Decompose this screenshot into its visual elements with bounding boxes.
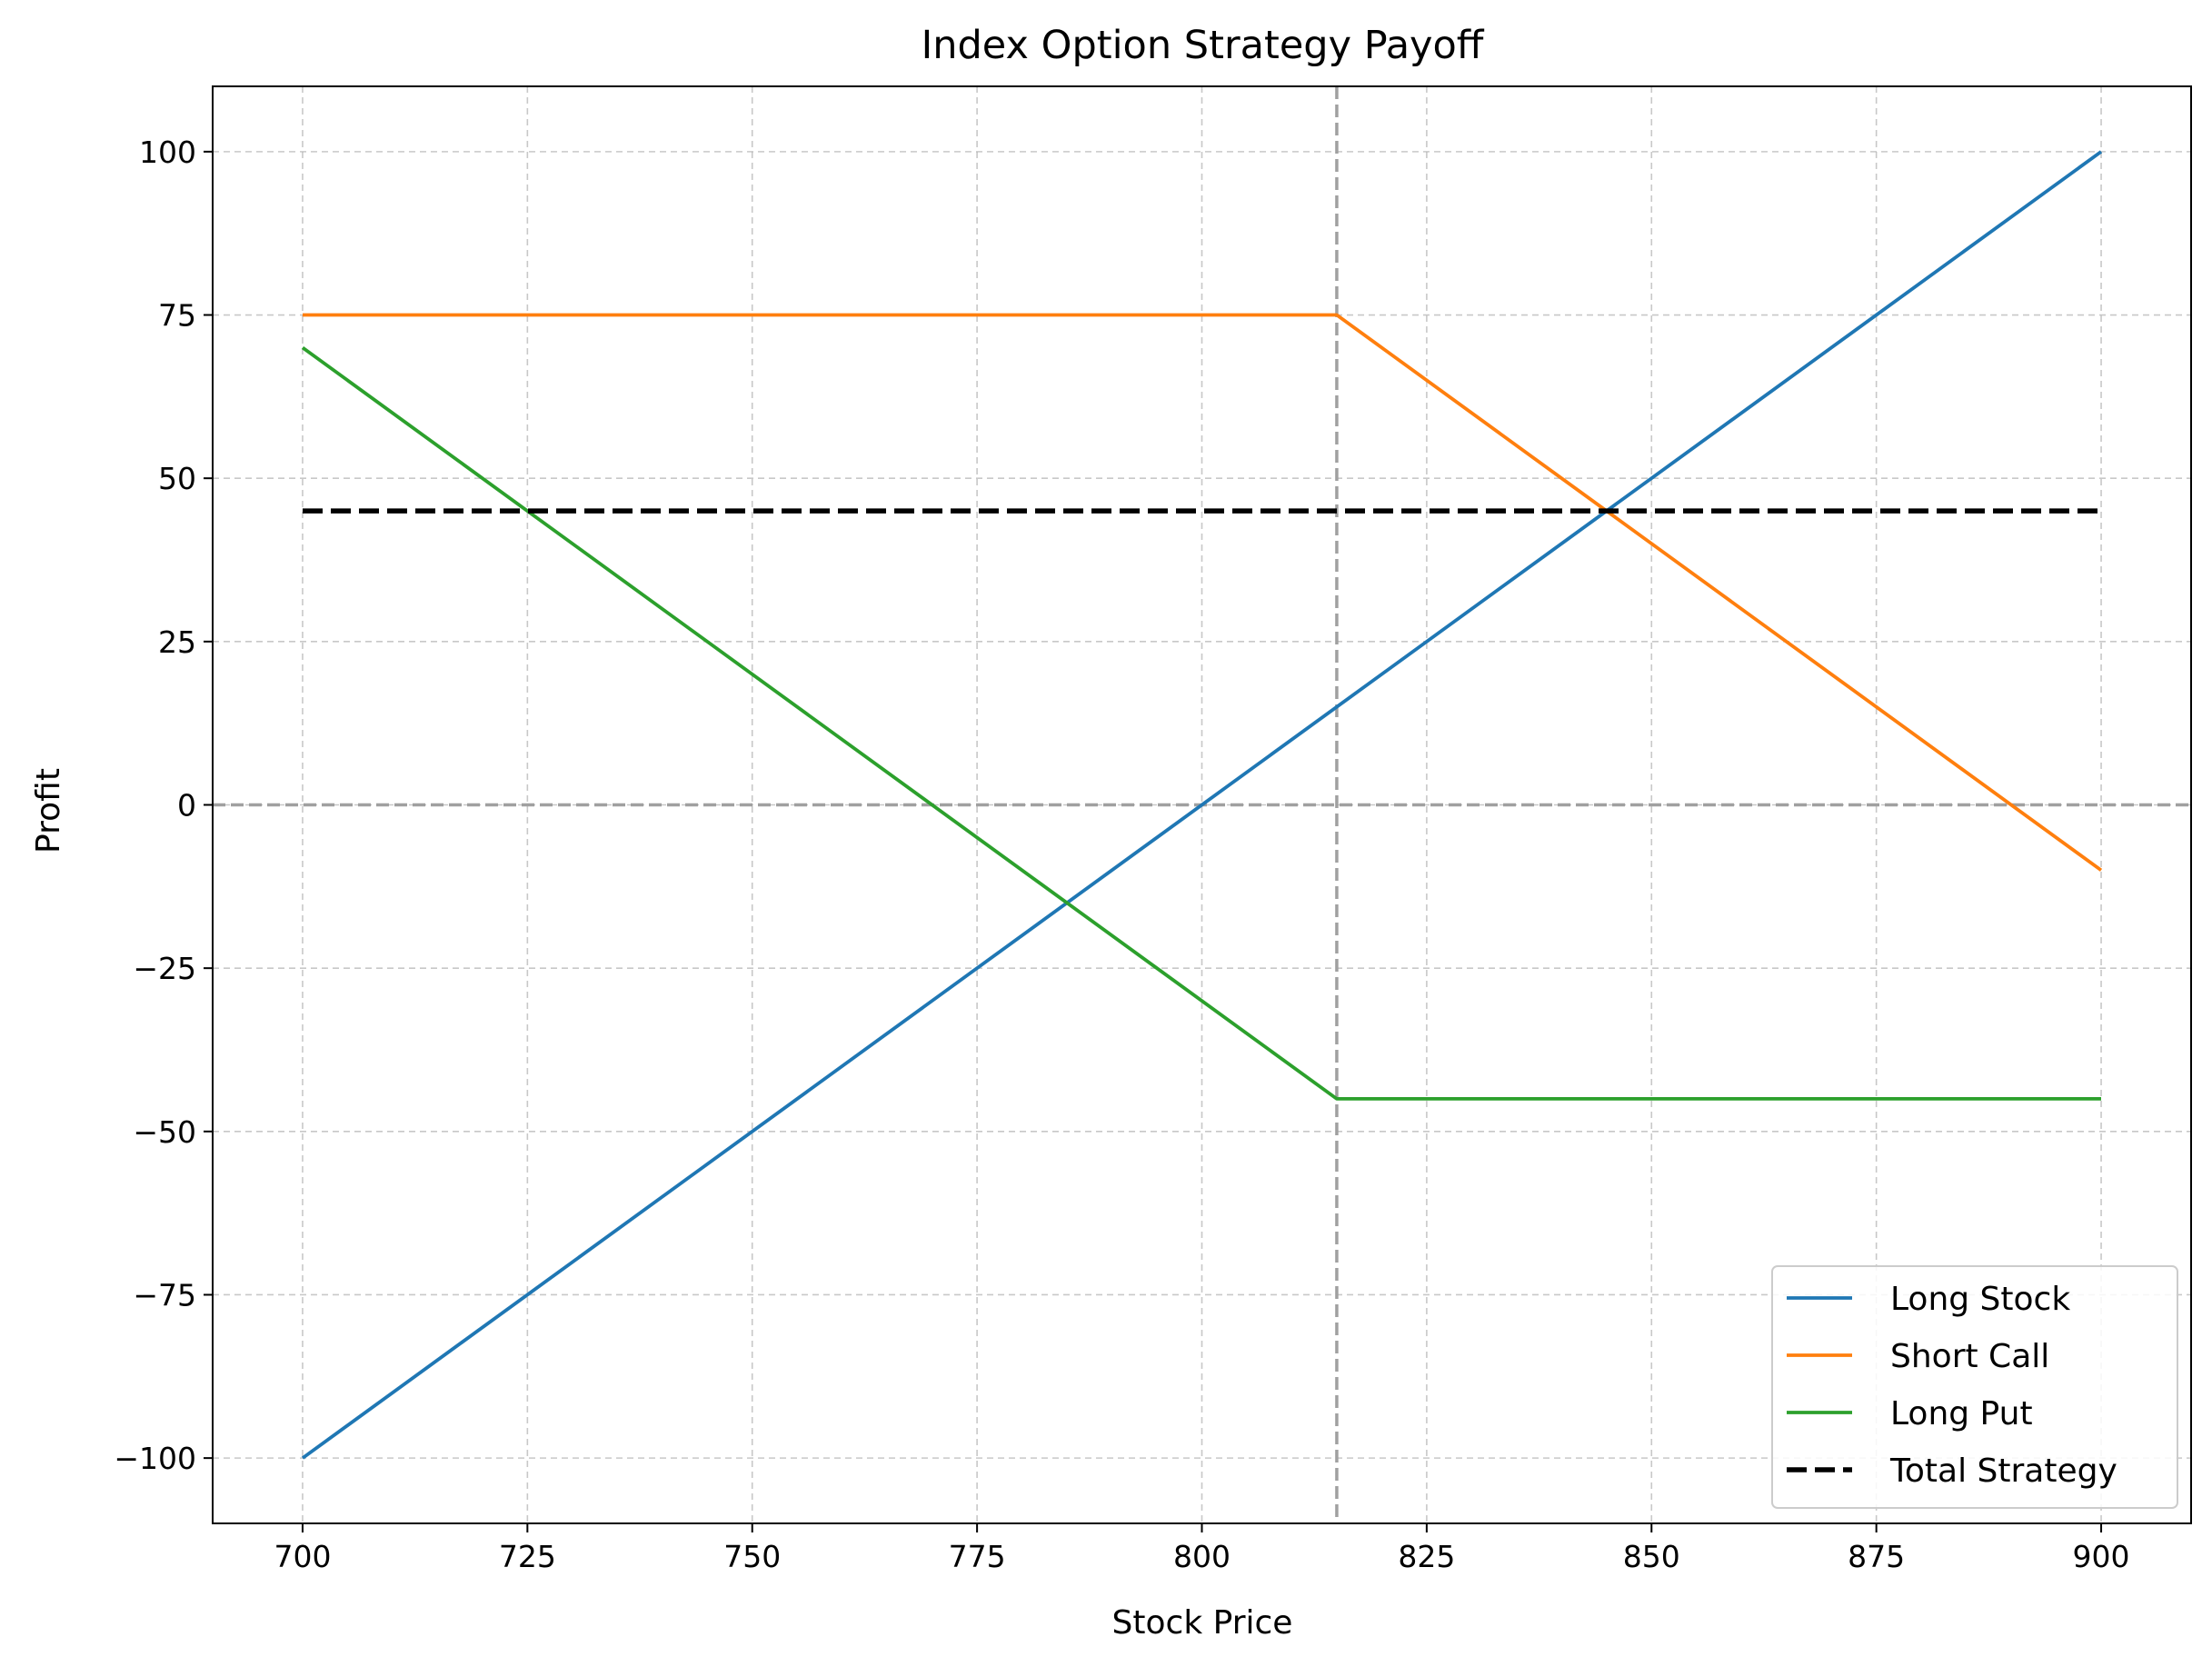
y-tick-label: 0: [177, 788, 196, 824]
x-tick-label: 725: [499, 1539, 556, 1574]
y-tick-label: −25: [133, 951, 196, 986]
y-tick-label: 25: [158, 624, 196, 660]
series-line-long-put: [301, 345, 2101, 1101]
x-tick-label: 775: [949, 1539, 1006, 1574]
legend-label-long-stock: Long Stock: [1890, 1281, 2070, 1318]
x-tick-label: 900: [2073, 1539, 2130, 1574]
series-line-long-stock: [301, 150, 2103, 1460]
legend-label-long-put: Long Put: [1890, 1395, 2033, 1432]
legend-label-short-call: Short Call: [1890, 1338, 2049, 1375]
y-tick-label: 100: [139, 135, 196, 170]
chart-title: Index Option Strategy Payoff: [922, 23, 1485, 68]
x-tick-label: 825: [1398, 1539, 1455, 1574]
y-tick-label: −50: [133, 1114, 196, 1150]
y-tick-label: −100: [114, 1441, 196, 1476]
legend-box: [1771, 1265, 2178, 1509]
y-axis-label: Profit: [30, 768, 67, 853]
x-axis-label: Stock Price: [1112, 1604, 1293, 1642]
x-tick-label: 800: [1173, 1539, 1231, 1574]
legend: Long Stock Short Call Long Put Total Strate…: [1771, 1265, 2178, 1509]
legend-label-total-strategy: Total Strategy: [1889, 1452, 2117, 1490]
y-tick-label: 50: [158, 461, 196, 496]
y-tick-label: −75: [133, 1277, 196, 1313]
x-tick-label: 875: [1848, 1539, 1905, 1574]
x-tick-label: 850: [1623, 1539, 1680, 1574]
series-lines: [301, 150, 2103, 1460]
y-tick-label: 75: [158, 298, 196, 334]
x-tick-label: 750: [723, 1539, 781, 1574]
series-line-short-call: [303, 313, 2103, 872]
x-tick-label: 700: [274, 1539, 331, 1574]
axis-ticks: 700 725 750 775 800 825 850 875 900−100−75−50−25…: [114, 135, 2129, 1574]
